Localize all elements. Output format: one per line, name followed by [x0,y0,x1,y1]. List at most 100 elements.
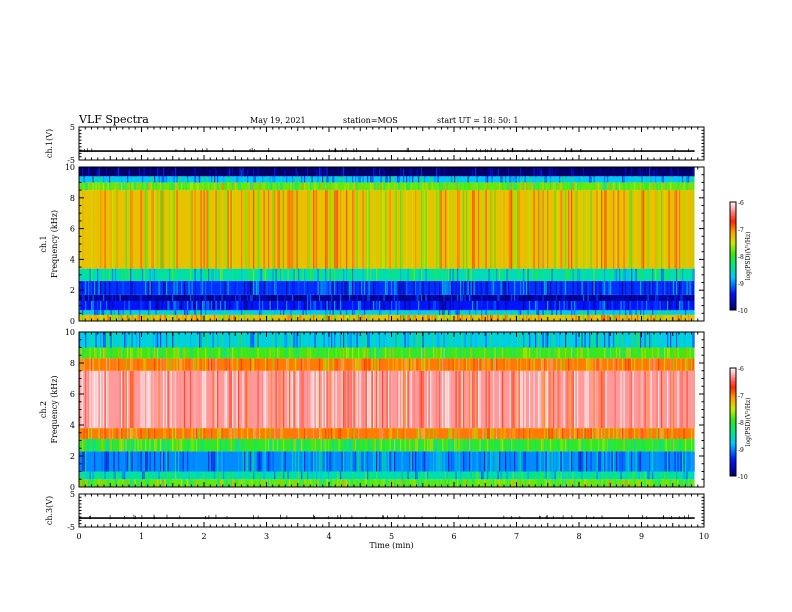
spectrogram-streak [263,347,265,359]
spectrogram-streak [151,182,153,191]
spectrogram-streak [104,471,106,480]
spectrogram-streak [227,182,229,191]
spectrogram-streak [116,176,118,183]
spectrogram-streak [200,314,202,321]
spectrogram-streak [209,268,211,281]
spectrogram-streak [526,347,528,359]
spectrogram-streak [571,310,573,315]
spectrogram-streak [448,310,450,315]
spectrogram-streak [632,268,634,281]
spectrogram-streak [694,268,696,281]
spectrogram-streak [623,190,625,269]
spectrogram-streak [526,332,528,348]
spectrogram-streak [430,176,432,183]
spectrogram-streak [128,190,130,269]
spectrogram-streak [229,176,231,183]
spectrogram-streak [368,268,370,281]
spectrogram-streak [410,370,412,429]
spectrogram-streak [494,479,496,487]
spectrogram-streak [629,300,631,311]
spectrogram-streak [215,347,217,359]
spectrogram-streak [500,428,502,439]
spectrogram-streak [323,182,325,191]
spectrogram-streak [640,428,642,439]
spectrogram-streak [202,182,204,191]
spectrogram-streak [332,358,334,371]
spectrogram-streak [614,176,616,183]
spectrogram-streak [136,438,138,452]
spectrogram-streak [524,370,526,429]
spectrogram-streak [196,438,198,452]
spectrogram-streak [145,280,147,295]
spectrogram-streak [661,268,663,281]
spectrogram-streak [616,428,618,439]
spectrogram-streak [251,358,253,371]
spectrogram-streak [263,451,265,472]
spectrogram-streak [583,332,585,348]
spectrogram-streak [98,438,100,452]
spectrogram-streak [199,428,201,439]
spectrogram-streak [644,182,646,191]
spectrogram-streak [617,167,619,177]
spectrogram-streak [542,471,544,480]
spectrogram-streak [100,300,102,311]
spectrogram-streak [509,438,511,452]
spectrogram-streak [689,182,691,191]
spectrogram-streak [587,428,589,439]
spectrogram-streak [341,167,343,177]
spectrogram-streak [395,314,397,321]
spectrogram-streak [272,268,274,281]
spectrogram-streak [185,280,187,295]
spectrogram-streak [674,358,676,371]
spectrogram-streak [253,471,255,480]
spectrogram-streak [691,438,693,452]
spectrogram-streak [421,347,423,359]
spectrogram-streak [430,268,432,281]
spectrogram-streak [652,294,654,301]
spectrogram-streak [265,310,267,315]
spectrogram-streak [272,294,274,301]
spectrogram-streak [109,176,111,183]
spectrogram-streak [577,294,579,301]
spectrogram-streak [610,300,612,311]
spectrogram-streak [685,471,687,480]
spectrogram-streak [253,167,255,177]
spectrogram-streak [538,332,540,348]
spectrogram-streak [400,370,402,429]
spectrogram-streak [256,332,258,348]
spectrogram-streak [586,294,588,301]
spectrogram-streak [235,300,237,311]
spectrogram-streak [358,310,360,315]
spectrogram-streak [586,190,588,269]
spectrogram-streak [694,347,696,359]
spectrogram-streak [238,182,240,191]
spectrogram-streak [109,358,111,371]
spectrogram-streak [586,280,588,295]
spectrogram-streak [172,190,174,269]
spectrogram-streak [268,300,270,311]
spectrogram-streak [125,451,127,472]
spectrogram-streak [691,176,693,183]
spectrogram-streak [587,268,589,281]
spectrogram-streak [154,358,156,371]
spectrogram-streak [508,438,510,452]
spectrogram-streak [217,294,219,301]
spectrogram-streak [224,314,226,321]
spectrogram-streak [629,428,631,439]
spectrogram-streak [662,268,664,281]
spectrogram-streak [101,314,103,321]
spectrogram-streak [494,300,496,311]
spectrogram-streak [335,314,337,321]
spectrogram-streak [140,190,142,269]
spectrogram-streak [224,167,226,177]
spectrogram-streak [229,358,231,371]
spectrogram-streak [481,314,483,321]
spectrogram-streak [484,347,486,359]
spectrogram-streak [104,347,106,359]
spectrogram-streak [316,294,318,301]
spectrogram-streak [293,190,295,269]
spectrogram-streak [86,358,88,371]
spectrogram-streak [536,451,538,472]
spectrogram-streak [127,310,129,315]
spectrogram-streak [329,182,331,191]
